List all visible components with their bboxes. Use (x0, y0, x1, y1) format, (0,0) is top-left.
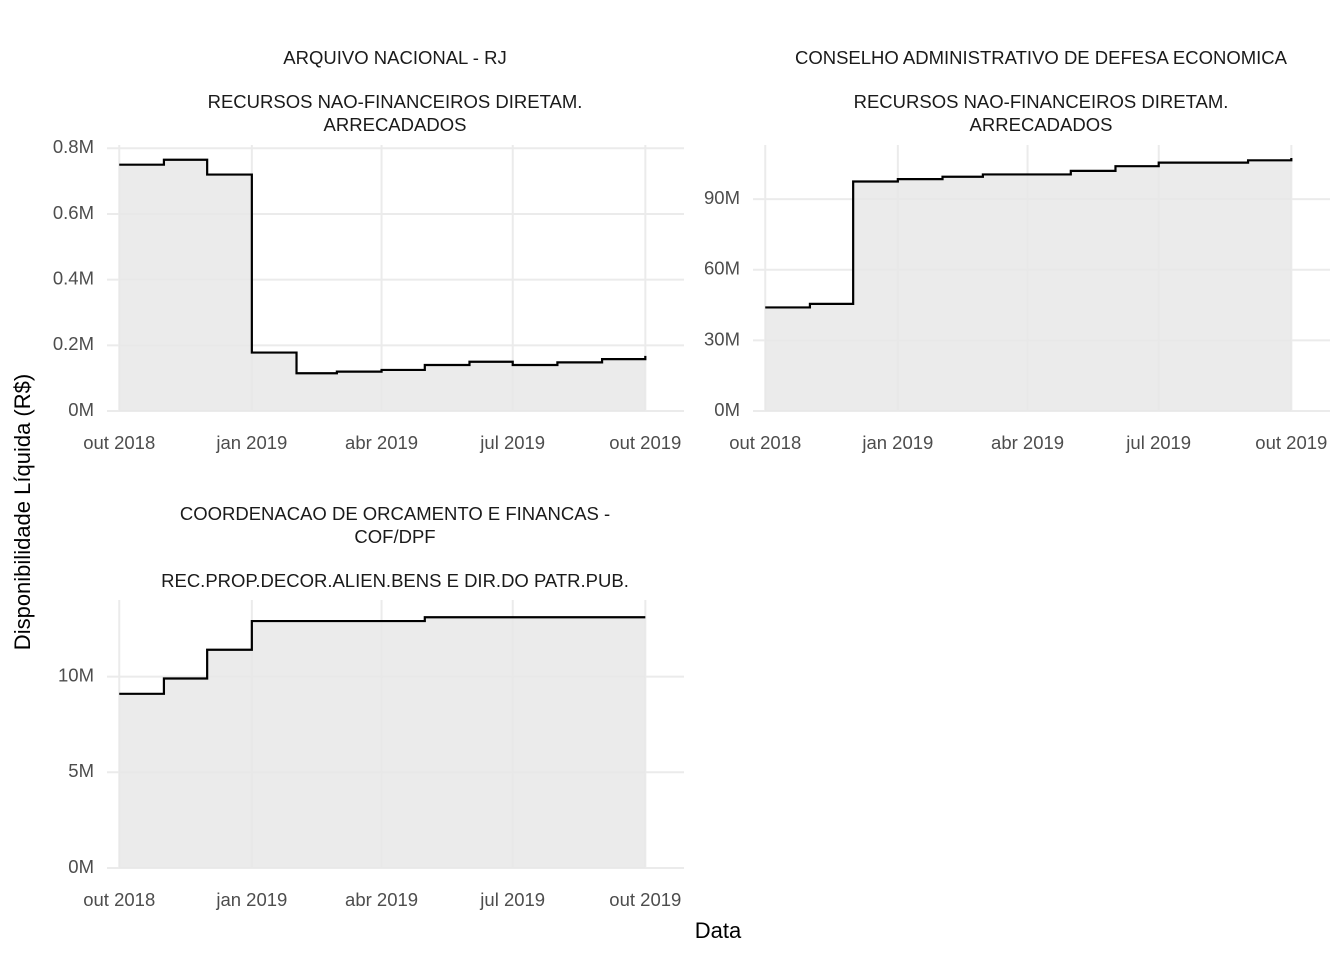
y-tick-label: 0.2M (53, 333, 94, 354)
x-tick-label: jan 2019 (215, 432, 287, 453)
y-tick-label: 90M (704, 187, 740, 208)
y-tick-label: 0.6M (53, 202, 94, 223)
x-tick-label: out 2019 (609, 889, 681, 910)
x-axis-label: Data (695, 918, 742, 943)
line (119, 616, 646, 695)
y-tick-label: 5M (68, 760, 94, 781)
panel-title: CONSELHO ADMINISTRATIVO DE DEFESA ECONOM… (794, 47, 1288, 68)
x-tick-label: out 2019 (1255, 432, 1327, 453)
y-tick-label: 0M (714, 399, 740, 420)
panel-title: ARQUIVO NACIONAL - RJ (283, 47, 507, 68)
area (765, 157, 1292, 411)
x-tick-label: abr 2019 (991, 432, 1064, 453)
y-tick-label: 10M (58, 664, 94, 685)
y-tick-label: 0M (68, 399, 94, 420)
y-tick-label: 0.4M (53, 268, 94, 289)
line (765, 157, 1293, 309)
x-tick-label: jul 2019 (1125, 432, 1191, 453)
x-tick-label: jan 2019 (861, 432, 933, 453)
panel-subtitle: REC.PROP.DECOR.ALIEN.BENS E DIR.DO PATR.… (161, 570, 629, 591)
y-tick-label: 0.8M (53, 136, 94, 157)
x-tick-label: abr 2019 (345, 889, 418, 910)
x-tick-label: out 2018 (83, 889, 155, 910)
panel-strip: COORDENACAO DE ORCAMENTO E FINANCAS - CO… (147, 502, 643, 592)
line (119, 158, 647, 375)
panel-subtitle: RECURSOS NAO-FINANCEIROS DIRETAM. ARRECA… (853, 91, 1229, 135)
panel-subtitle: RECURSOS NAO-FINANCEIROS DIRETAM. ARRECA… (207, 91, 583, 135)
panel-strip: CONSELHO ADMINISTRATIVO DE DEFESA ECONOM… (793, 46, 1289, 136)
x-tick-label: out 2018 (83, 432, 155, 453)
x-tick-label: abr 2019 (345, 432, 418, 453)
y-tick-label: 0M (68, 856, 94, 877)
y-axis-label: Disponibilidade Líquida (R$) (10, 374, 35, 650)
y-tick-label: 30M (704, 328, 740, 349)
x-tick-label: jan 2019 (215, 889, 287, 910)
x-tick-label: out 2019 (609, 432, 681, 453)
x-tick-label: jul 2019 (479, 889, 545, 910)
panel-title: COORDENACAO DE ORCAMENTO E FINANCAS - CO… (179, 503, 611, 547)
x-tick-label: jul 2019 (479, 432, 545, 453)
area (119, 617, 646, 868)
y-tick-label: 60M (704, 258, 740, 279)
x-tick-label: out 2018 (729, 432, 801, 453)
panel-strip: ARQUIVO NACIONAL - RJ RECURSOS NAO-FINAN… (147, 46, 643, 136)
